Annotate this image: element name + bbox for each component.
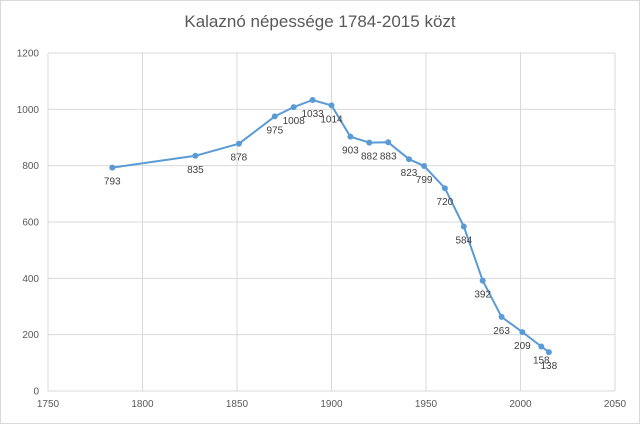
x-tick-label: 1950 <box>415 399 438 410</box>
data-point <box>385 139 392 146</box>
x-tick-label: 2000 <box>509 399 532 410</box>
data-point <box>235 140 242 147</box>
data-label: 975 <box>266 125 283 136</box>
data-point <box>460 223 467 230</box>
data-point <box>192 152 199 159</box>
data-label: 883 <box>380 151 397 162</box>
x-tick-label: 1800 <box>131 399 154 410</box>
data-point <box>366 139 373 146</box>
data-point <box>498 313 505 320</box>
data-label: 263 <box>493 326 510 337</box>
data-label: 1008 <box>283 116 306 127</box>
x-tick-label: 1750 <box>37 399 60 410</box>
y-tick-label: 400 <box>22 274 39 285</box>
data-point <box>109 164 116 171</box>
data-label: 584 <box>455 236 472 247</box>
y-tick-label: 600 <box>22 218 39 229</box>
data-point <box>538 343 545 350</box>
data-label: 903 <box>342 146 359 157</box>
data-point <box>347 133 354 140</box>
y-tick-label: 800 <box>22 161 39 172</box>
x-tick-label: 1850 <box>226 399 249 410</box>
y-tick-label: 1000 <box>17 105 40 116</box>
data-point <box>328 102 335 109</box>
data-label: 835 <box>187 165 204 176</box>
data-point <box>309 97 316 104</box>
data-point <box>405 156 412 163</box>
data-point <box>290 104 297 111</box>
data-label: 1033 <box>301 109 324 120</box>
data-label: 823 <box>401 168 418 179</box>
data-point <box>441 185 448 192</box>
series-line <box>112 99 550 353</box>
data-label: 392 <box>474 290 491 301</box>
data-point <box>271 113 278 120</box>
data-label: 138 <box>541 361 558 372</box>
data-label: 209 <box>514 341 531 352</box>
data-label: 882 <box>361 152 378 163</box>
y-tick-label: 1200 <box>17 49 40 60</box>
data-label: 799 <box>416 175 433 186</box>
y-tick-label: 200 <box>22 330 39 341</box>
y-tick-label: 0 <box>33 387 39 398</box>
x-tick-label: 2050 <box>604 399 627 410</box>
data-label: 158 <box>533 355 550 366</box>
data-label: 878 <box>231 153 248 164</box>
chart-title: Kalaznó népessége 1784-2015 közt <box>184 12 456 31</box>
data-label: 720 <box>437 197 454 208</box>
data-point <box>479 277 486 284</box>
x-tick-label: 1900 <box>320 399 343 410</box>
data-label: 793 <box>104 177 121 188</box>
data-label: 1014 <box>320 114 343 125</box>
data-point <box>519 329 526 336</box>
data-point <box>421 162 428 169</box>
data-point <box>545 349 552 356</box>
